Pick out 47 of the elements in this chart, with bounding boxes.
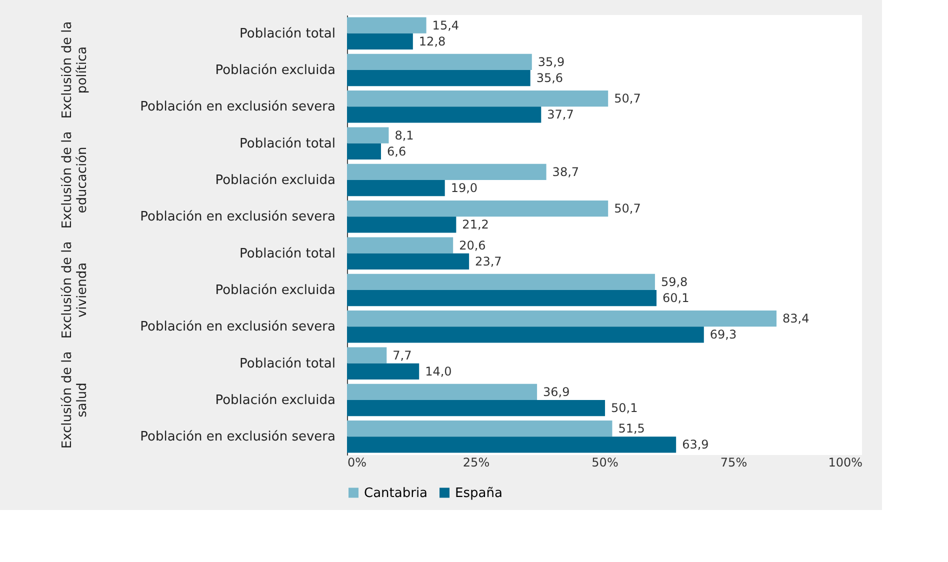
text: Exclusión de la educación [60, 131, 90, 229]
y-tick-label: Población en exclusión severa [140, 210, 336, 225]
legend-label: Cantabria [364, 486, 428, 501]
y-tick-label: Población total [240, 356, 336, 372]
data-label: 14,0 [425, 364, 452, 378]
legend-label: España [455, 486, 502, 501]
data-label: 63,9 [682, 438, 709, 452]
data-label: 50,7 [614, 202, 641, 216]
data-label: 51,5 [618, 422, 645, 436]
data-label: 35,6 [536, 71, 564, 86]
data-label: 38,7 [552, 164, 580, 179]
y-tick-label: Población total [240, 246, 336, 262]
data-label: 15,4 [432, 18, 460, 32]
x-tick-label: 0% [348, 456, 367, 470]
data-label: 20,6 [459, 238, 486, 252]
data-label: 69,3 [710, 328, 737, 342]
data-label: 37,7 [547, 108, 574, 122]
x-tick-label: 100% [828, 456, 862, 470]
x-tick-label: 25% [462, 456, 490, 470]
data-label: 59,8 [660, 274, 688, 289]
y-tick-label: Población excluida [215, 393, 336, 408]
data-label: 21,2 [462, 218, 489, 232]
x-tick-label: 50% [592, 456, 618, 470]
data-label: 83,4 [782, 312, 810, 326]
data-label: 8,1 [394, 128, 414, 142]
text: Exclusión de la política [60, 21, 90, 119]
y-tick-label: Población excluida [215, 173, 336, 188]
y-tick-label: Población total [240, 26, 336, 42]
x-tick-label: 75% [720, 456, 748, 470]
y-tick-label: Población en exclusión severa [140, 430, 336, 445]
text: Exclusión de la vivienda [60, 241, 90, 339]
y-tick-label: Población excluida [215, 63, 336, 78]
y-tick-label: Población en exclusión severa [140, 100, 336, 115]
data-label: 19,0 [450, 181, 478, 196]
y-tick-label: Población excluida [215, 283, 336, 298]
data-label: 12,8 [418, 34, 446, 48]
data-label: 6,6 [386, 144, 406, 158]
text: Exclusión de la salud [60, 351, 90, 449]
y-tick-label: Población total [240, 136, 336, 152]
data-label: 60,1 [662, 291, 690, 306]
data-label: 23,7 [475, 254, 502, 268]
y-tick-label: Población en exclusión severa [140, 320, 336, 335]
data-label: 50,1 [611, 401, 638, 416]
data-label: 7,7 [392, 348, 412, 362]
data-label: 50,7 [614, 92, 641, 106]
data-label: 36,9 [543, 384, 570, 399]
data-label: 35,9 [538, 54, 565, 69]
